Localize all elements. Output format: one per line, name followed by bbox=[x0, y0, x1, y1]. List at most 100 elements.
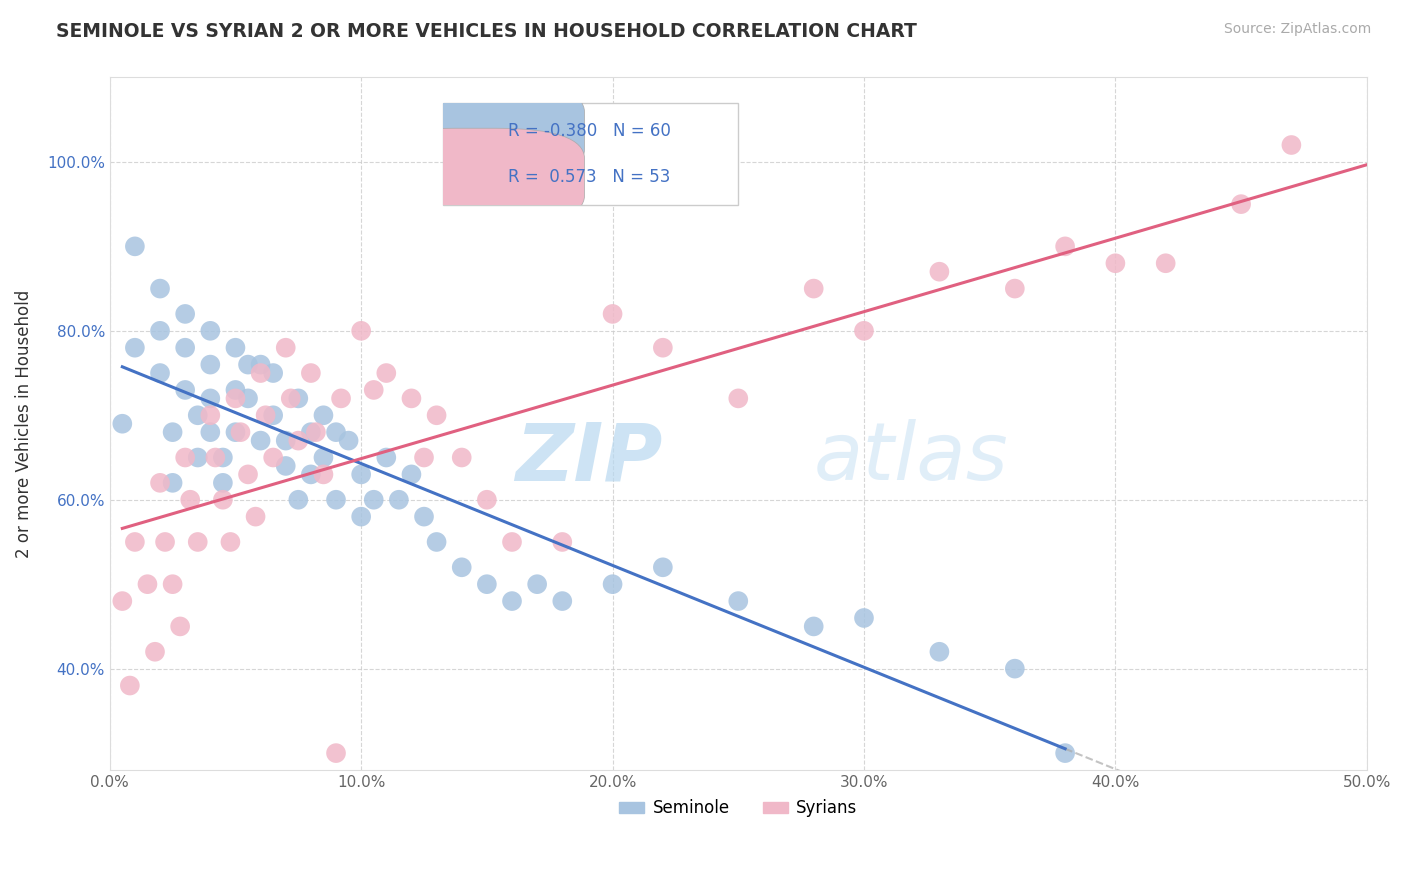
Point bbox=[153, 535, 176, 549]
Point bbox=[501, 594, 523, 608]
Point bbox=[200, 409, 222, 423]
Point bbox=[162, 425, 184, 439]
Point bbox=[325, 746, 347, 760]
Point bbox=[1054, 239, 1077, 253]
Point bbox=[325, 492, 347, 507]
Text: atlas: atlas bbox=[814, 419, 1008, 498]
Y-axis label: 2 or more Vehicles in Household: 2 or more Vehicles in Household bbox=[15, 290, 32, 558]
Point bbox=[149, 282, 172, 296]
FancyBboxPatch shape bbox=[366, 128, 585, 226]
Point bbox=[187, 535, 209, 549]
Point bbox=[602, 577, 624, 591]
Point bbox=[853, 324, 876, 338]
Point bbox=[124, 535, 146, 549]
Point bbox=[853, 611, 876, 625]
Point bbox=[174, 307, 197, 321]
Point bbox=[388, 492, 411, 507]
Point bbox=[274, 458, 297, 473]
FancyBboxPatch shape bbox=[366, 82, 585, 179]
Point bbox=[450, 560, 472, 574]
Point bbox=[312, 409, 335, 423]
Point bbox=[475, 492, 498, 507]
Point bbox=[602, 307, 624, 321]
Text: ZIP: ZIP bbox=[516, 419, 662, 498]
Point bbox=[375, 366, 398, 380]
Point bbox=[337, 434, 360, 448]
Point bbox=[274, 341, 297, 355]
Legend: Seminole, Syrians: Seminole, Syrians bbox=[613, 793, 865, 824]
Point bbox=[401, 467, 423, 482]
Point bbox=[212, 450, 235, 465]
Point bbox=[245, 509, 267, 524]
Point bbox=[426, 535, 449, 549]
Point bbox=[229, 425, 252, 439]
Point bbox=[179, 492, 201, 507]
Point bbox=[413, 509, 436, 524]
Text: SEMINOLE VS SYRIAN 2 OR MORE VEHICLES IN HOUSEHOLD CORRELATION CHART: SEMINOLE VS SYRIAN 2 OR MORE VEHICLES IN… bbox=[56, 22, 917, 41]
Point bbox=[236, 467, 259, 482]
Point bbox=[262, 409, 284, 423]
Point bbox=[350, 467, 373, 482]
FancyBboxPatch shape bbox=[443, 103, 738, 205]
Point bbox=[375, 450, 398, 465]
Point bbox=[287, 392, 309, 406]
Point bbox=[149, 475, 172, 490]
Point bbox=[249, 358, 271, 372]
Point bbox=[501, 535, 523, 549]
Point bbox=[212, 475, 235, 490]
Point bbox=[803, 619, 825, 633]
Point bbox=[236, 392, 259, 406]
Point bbox=[312, 450, 335, 465]
Point bbox=[224, 392, 246, 406]
Point bbox=[330, 392, 353, 406]
Point bbox=[280, 392, 302, 406]
Point bbox=[224, 341, 246, 355]
Point bbox=[249, 434, 271, 448]
Point bbox=[224, 383, 246, 397]
Point bbox=[363, 492, 385, 507]
Point bbox=[363, 383, 385, 397]
Point bbox=[149, 366, 172, 380]
Point bbox=[162, 577, 184, 591]
Point bbox=[350, 324, 373, 338]
Point bbox=[169, 619, 191, 633]
Point bbox=[287, 434, 309, 448]
Point bbox=[928, 265, 950, 279]
Point bbox=[803, 282, 825, 296]
Point bbox=[551, 594, 574, 608]
Point bbox=[200, 324, 222, 338]
Point bbox=[1004, 662, 1026, 676]
Point bbox=[299, 366, 322, 380]
Point bbox=[254, 409, 277, 423]
Point bbox=[1154, 256, 1177, 270]
Point bbox=[1004, 282, 1026, 296]
Point bbox=[1054, 746, 1077, 760]
Point bbox=[224, 425, 246, 439]
Point bbox=[426, 409, 449, 423]
Point bbox=[249, 366, 271, 380]
Point bbox=[136, 577, 159, 591]
Point bbox=[124, 239, 146, 253]
Point bbox=[274, 434, 297, 448]
Point bbox=[262, 366, 284, 380]
Point bbox=[526, 577, 548, 591]
Point bbox=[111, 594, 134, 608]
Point bbox=[118, 679, 141, 693]
Point bbox=[111, 417, 134, 431]
Point bbox=[187, 450, 209, 465]
Point bbox=[727, 392, 749, 406]
Point bbox=[236, 358, 259, 372]
Point bbox=[651, 560, 673, 574]
Point bbox=[212, 492, 235, 507]
Point bbox=[450, 450, 472, 465]
Point bbox=[299, 467, 322, 482]
Point bbox=[413, 450, 436, 465]
Point bbox=[200, 392, 222, 406]
Point bbox=[350, 509, 373, 524]
Point bbox=[651, 341, 673, 355]
Point bbox=[200, 358, 222, 372]
Point bbox=[928, 645, 950, 659]
Point bbox=[187, 409, 209, 423]
Point bbox=[143, 645, 166, 659]
Point bbox=[475, 577, 498, 591]
